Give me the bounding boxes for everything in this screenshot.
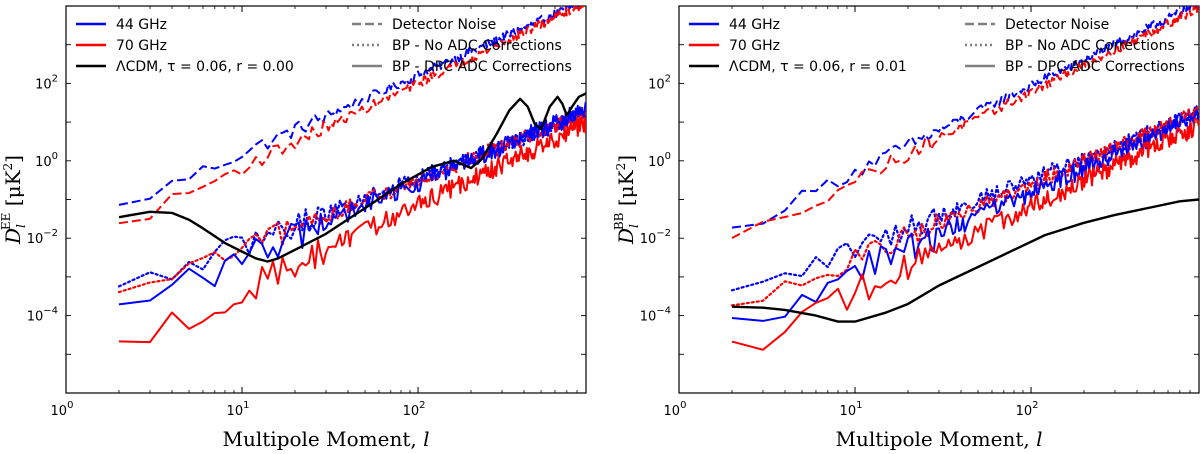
y-tick-label: 100 <box>35 151 58 170</box>
y-tick-label: 102 <box>35 73 58 92</box>
series-line <box>731 6 1199 229</box>
y-tick-label: 10−4 <box>640 306 671 325</box>
y-tick-label: 10−2 <box>640 228 671 247</box>
legend-label: ΛCDM, τ = 0.06, r = 0.00 <box>116 59 294 75</box>
legend: 44 GHz 70 GHz ΛCDM, τ = 0.06, r = 0.01 Dete… <box>689 17 1185 75</box>
series-line <box>117 106 586 288</box>
series-line <box>731 6 1199 239</box>
series-line <box>731 117 1199 351</box>
y-axis-label: DlEE [μK2] <box>0 155 28 245</box>
legend-label: 70 GHz <box>116 38 167 54</box>
y-tick-label: 100 <box>648 151 671 170</box>
y-axis-label: DlBB [μK2] <box>612 155 641 245</box>
legend-label: 44 GHz <box>729 17 780 33</box>
legend-label: ΛCDM, τ = 0.06, r = 0.01 <box>729 59 907 75</box>
x-axis-label: Multipole Moment, l <box>836 427 1043 451</box>
data-lines <box>730 6 1199 351</box>
legend-label: BP - DPC ADC Corrections <box>1005 59 1185 75</box>
series-line <box>118 116 586 344</box>
theory-line <box>731 198 1199 323</box>
legend-label: BP - DPC ADC Corrections <box>392 59 572 75</box>
legend: 44 GHz 70 GHz ΛCDM, τ = 0.06, r = 0.00 Dete… <box>76 17 572 75</box>
y-tick-label: 10−4 <box>27 306 58 325</box>
legend-label: Detector Noise <box>392 17 496 33</box>
series-line <box>118 6 584 206</box>
y-tick-label: 102 <box>648 73 671 92</box>
theory-line <box>118 92 586 263</box>
x-tick-label: 100 <box>664 400 687 419</box>
x-tick-label: 100 <box>51 400 74 419</box>
legend-label: 70 GHz <box>729 38 780 54</box>
x-tick-label: 102 <box>403 400 426 419</box>
panel-ee: 100 101 102 10−4 10−2 100 102 Multipole Moment,… <box>0 5 587 451</box>
x-tick-label: 101 <box>840 400 863 419</box>
y-tick-label: 10−2 <box>27 228 58 247</box>
series-line <box>118 6 585 225</box>
legend-label: 44 GHz <box>116 17 167 33</box>
series-line <box>118 101 586 306</box>
panel-bb: 100 101 102 10−4 10−2 100 102 Multipole Moment,… <box>612 5 1200 451</box>
legend-label: BP - No ADC Corrections <box>392 38 562 54</box>
legend-label: Detector Noise <box>1005 17 1109 33</box>
x-tick-label: 101 <box>227 400 250 419</box>
x-tick-label: 102 <box>1016 400 1039 419</box>
series-line <box>730 104 1199 292</box>
data-lines <box>117 6 586 344</box>
legend-label: BP - No ADC Corrections <box>1005 38 1175 54</box>
series-line <box>731 109 1199 322</box>
x-axis-label: Multipole Moment, l <box>223 427 430 451</box>
